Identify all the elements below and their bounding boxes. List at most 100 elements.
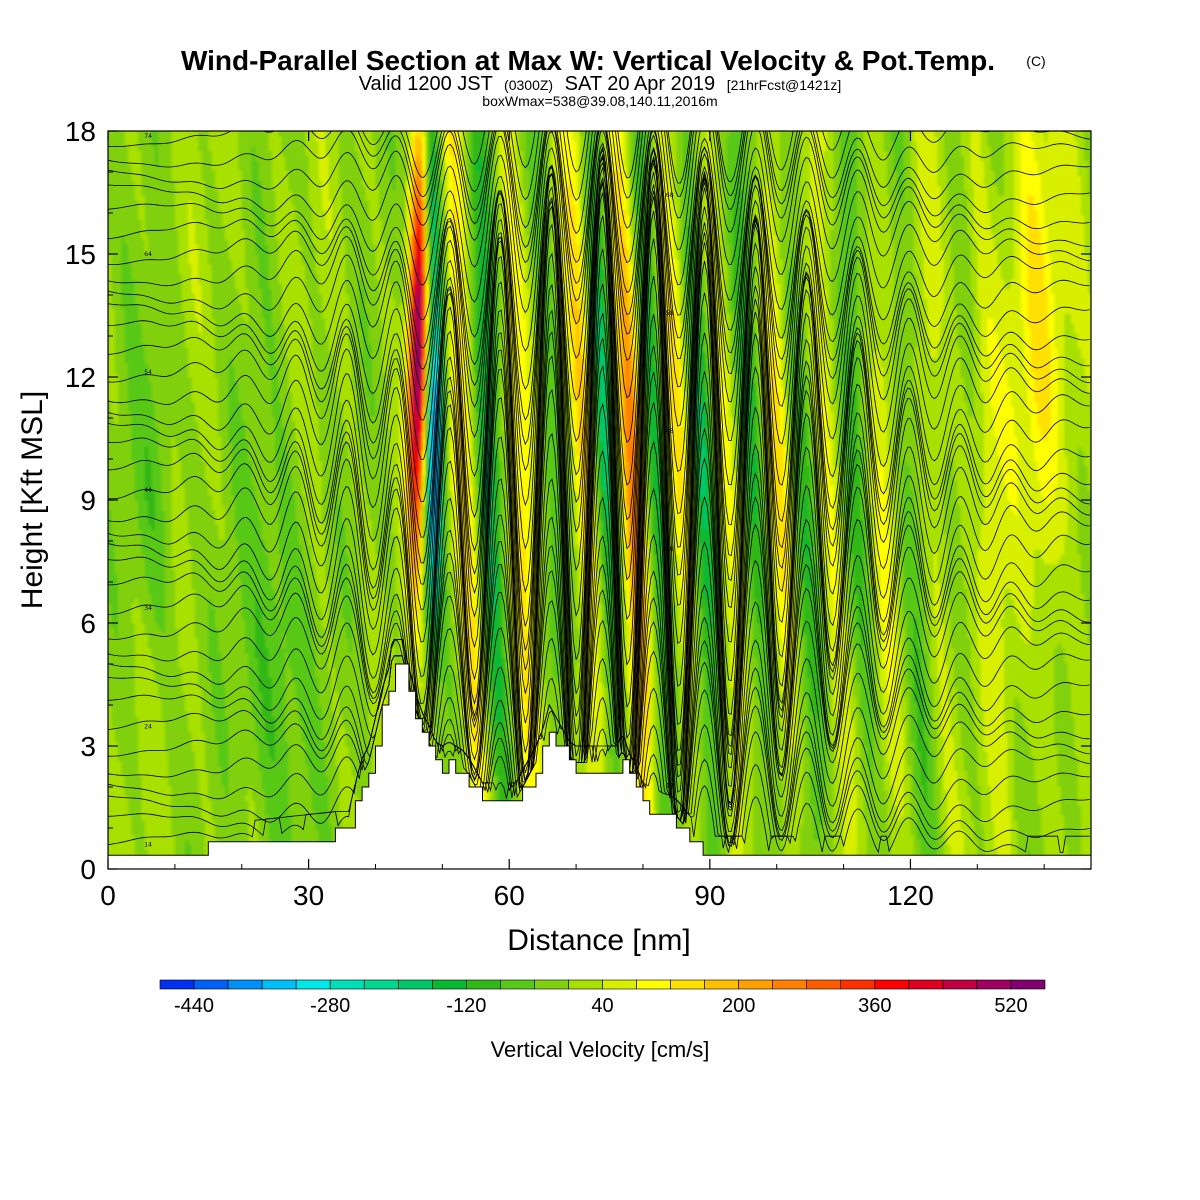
field-cell — [111, 643, 115, 649]
field-cell — [195, 756, 199, 762]
field-cell — [138, 618, 142, 624]
field-cell — [188, 534, 192, 540]
field-cell — [121, 830, 125, 836]
field-cell — [205, 136, 209, 142]
field-cell — [158, 372, 162, 378]
field-cell — [121, 515, 125, 521]
field-cell — [111, 736, 115, 742]
field-cell — [121, 525, 125, 531]
field-cell — [111, 284, 115, 290]
field-cell — [111, 785, 115, 791]
field-cell — [131, 736, 135, 742]
field-cell — [178, 333, 182, 339]
field-cell — [148, 170, 152, 176]
field-cell — [131, 269, 135, 275]
field-cell — [158, 613, 162, 619]
field-cell — [131, 136, 135, 142]
field-cell — [131, 170, 135, 176]
field-cell — [111, 672, 115, 678]
field-cell — [158, 766, 162, 772]
field-cell — [178, 436, 182, 442]
field-cell — [205, 259, 209, 265]
field-cell — [121, 505, 125, 511]
field-cell — [195, 264, 199, 270]
field-cell — [138, 141, 142, 147]
field-cell — [158, 220, 162, 226]
field-cell — [178, 525, 182, 531]
field-cell — [121, 269, 125, 275]
field-cell — [178, 387, 182, 393]
field-cell — [158, 574, 162, 580]
field-cell — [178, 244, 182, 250]
field-cell — [131, 451, 135, 457]
field-cell — [138, 195, 142, 201]
field-cell — [131, 500, 135, 506]
field-cell — [138, 451, 142, 457]
field-cell — [138, 697, 142, 703]
field-cell — [111, 333, 115, 339]
field-cell — [148, 175, 152, 181]
field-cell — [148, 377, 152, 383]
field-cell — [111, 505, 115, 511]
field-cell — [138, 574, 142, 580]
field-cell — [215, 672, 219, 678]
field-cell — [215, 480, 219, 486]
field-cell — [158, 156, 162, 162]
field-cell — [131, 510, 135, 516]
field-cell — [131, 623, 135, 629]
field-cell — [148, 731, 152, 737]
field-cell — [138, 839, 142, 845]
field-cell — [205, 721, 209, 727]
field-cell — [121, 161, 125, 167]
field-cell — [188, 485, 192, 491]
field-cell — [138, 589, 142, 595]
field-cell — [138, 288, 142, 294]
field-cell — [205, 234, 209, 240]
field-cell — [148, 648, 152, 654]
field-cell — [215, 608, 219, 614]
field-cell — [131, 234, 135, 240]
field-cell — [148, 692, 152, 698]
field-cell — [215, 293, 219, 299]
field-cell — [195, 146, 199, 152]
field-cell — [131, 456, 135, 462]
field-cell — [178, 249, 182, 255]
field-cell — [121, 741, 125, 747]
field-cell — [131, 593, 135, 599]
field-cell — [121, 313, 125, 319]
field-cell — [205, 766, 209, 772]
field-cell — [131, 790, 135, 796]
field-cell — [148, 298, 152, 304]
field-cell — [121, 234, 125, 240]
field-cell — [138, 790, 142, 796]
field-cell — [168, 362, 172, 368]
field-cell — [168, 648, 172, 654]
field-cell — [168, 392, 172, 398]
field-cell — [131, 357, 135, 363]
field-cell — [195, 800, 199, 806]
field-cell — [158, 643, 162, 649]
field-cell — [121, 318, 125, 324]
field-cell — [111, 633, 115, 639]
field-cell — [158, 224, 162, 230]
field-cell — [168, 761, 172, 767]
field-cell — [148, 338, 152, 344]
field-cell — [215, 215, 219, 221]
field-cell — [121, 416, 125, 422]
field-cell — [158, 751, 162, 757]
field-cell — [188, 402, 192, 408]
field-cell — [131, 539, 135, 545]
field-cell — [138, 382, 142, 388]
field-cell — [195, 205, 199, 211]
field-cell — [195, 402, 199, 408]
field-cell — [178, 362, 182, 368]
field-cell — [138, 712, 142, 718]
field-cell — [148, 530, 152, 536]
field-cell — [205, 584, 209, 590]
field-cell — [168, 825, 172, 831]
field-cell — [178, 156, 182, 162]
field-cell — [131, 190, 135, 196]
field-cell — [158, 274, 162, 280]
field-cell — [168, 756, 172, 762]
field-cell — [138, 333, 142, 339]
